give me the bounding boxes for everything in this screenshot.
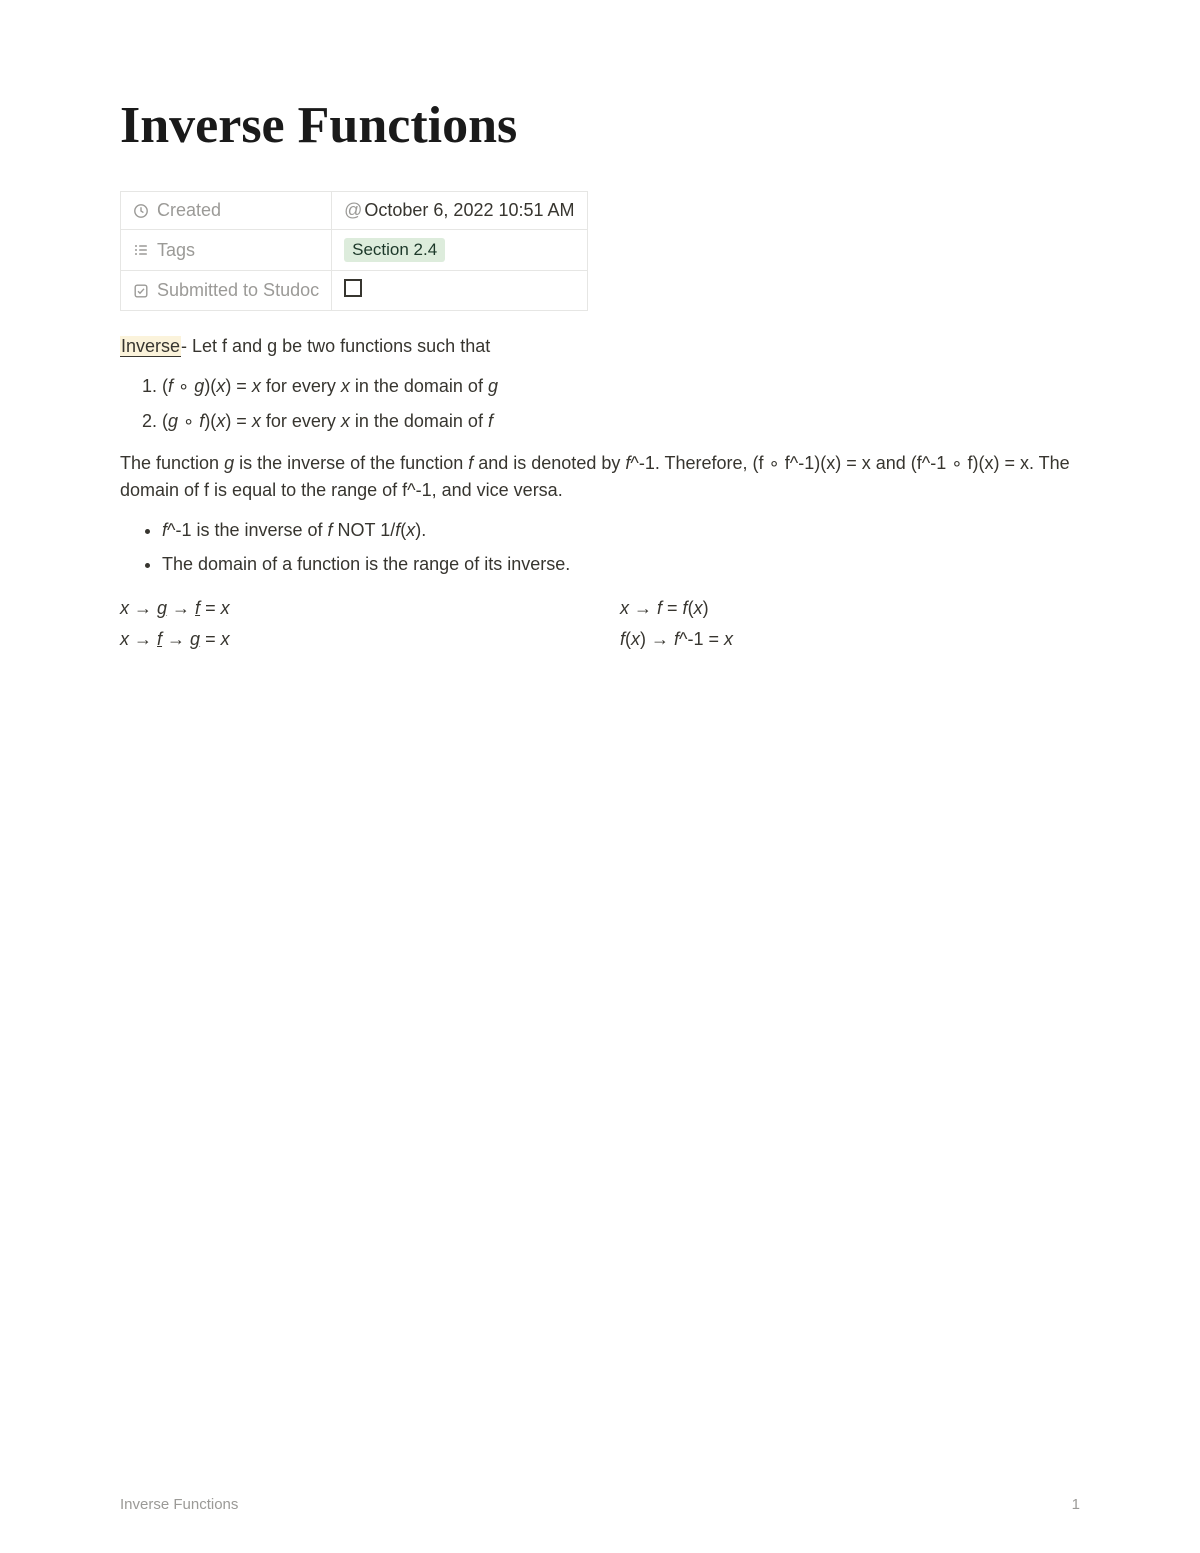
tag-pill[interactable]: Section 2.4 — [344, 238, 445, 262]
intro-paragraph: Inverse- Let f and g be two functions su… — [120, 333, 1080, 360]
at-symbol: @ — [344, 200, 362, 220]
prop-label: Created — [157, 200, 221, 221]
list-item: (g ∘ f)(x) = x for every x in the domain… — [162, 407, 1080, 436]
list-icon — [133, 242, 149, 258]
ordered-list: (f ∘ g)(x) = x for every x in the domain… — [120, 372, 1080, 436]
prop-key-submitted: Submitted to Studoc — [121, 271, 332, 311]
prop-val-tags: Section 2.4 — [332, 230, 587, 271]
prop-label: Tags — [157, 240, 195, 261]
properties-table: Created @October 6, 2022 10:51 AM — [120, 191, 588, 311]
prop-key-tags: Tags — [121, 230, 332, 271]
bullet-list: f^-1 is the inverse of f NOT 1/f(x). The… — [120, 516, 1080, 580]
footer-page-number: 1 — [1072, 1496, 1080, 1513]
equation-line: x → g → f = x — [120, 593, 580, 624]
checkbox-icon — [133, 283, 149, 299]
table-row: Submitted to Studoc — [121, 271, 588, 311]
page-title: Inverse Functions — [120, 96, 1080, 155]
two-column-block: x → g → f = x x → f → g = x x → f = f(x)… — [120, 593, 1080, 654]
clock-icon — [133, 203, 149, 219]
equation-line: x → f → g = x — [120, 624, 580, 655]
table-row: Tags Section 2.4 — [121, 230, 588, 271]
equation-line: x → f = f(x) — [620, 593, 1080, 624]
left-column: x → g → f = x x → f → g = x — [120, 593, 580, 654]
prop-label: Submitted to Studoc — [157, 280, 319, 301]
table-row: Created @October 6, 2022 10:51 AM — [121, 192, 588, 230]
body-paragraph: The function g is the inverse of the fun… — [120, 450, 1080, 504]
prop-key-created: Created — [121, 192, 332, 230]
list-item: (f ∘ g)(x) = x for every x in the domain… — [162, 372, 1080, 401]
footer-title: Inverse Functions — [120, 1496, 238, 1513]
highlight-term: Inverse — [120, 336, 181, 357]
list-item: f^-1 is the inverse of f NOT 1/f(x). — [162, 516, 1080, 545]
created-time: October 6, 2022 10:51 AM — [364, 200, 574, 220]
document-page: Inverse Functions Created @October 6, 20… — [0, 0, 1200, 1553]
list-item: The domain of a function is the range of… — [162, 550, 1080, 579]
checkbox-input[interactable] — [344, 279, 362, 297]
prop-val-submitted — [332, 271, 587, 311]
equation-line: f(x) → f^-1 = x — [620, 624, 1080, 655]
page-footer: Inverse Functions 1 — [120, 1496, 1080, 1513]
prop-val-created: @October 6, 2022 10:51 AM — [332, 192, 587, 230]
right-column: x → f = f(x) f(x) → f^-1 = x — [620, 593, 1080, 654]
intro-rest: - Let f and g be two functions such that — [181, 336, 490, 356]
